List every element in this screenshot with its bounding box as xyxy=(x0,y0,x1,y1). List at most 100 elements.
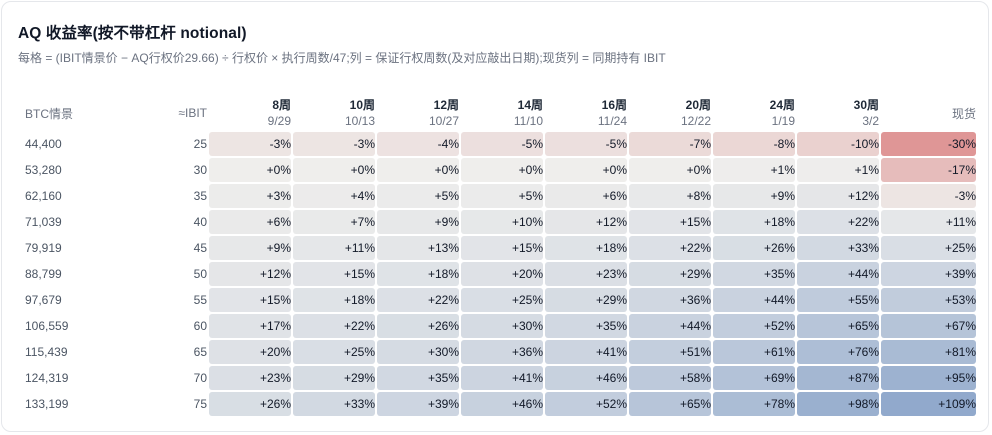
return-cell: +36% xyxy=(461,340,543,364)
return-cell: +22% xyxy=(377,288,459,312)
return-cell: +30% xyxy=(377,340,459,364)
return-cell: +44% xyxy=(713,288,795,312)
return-cell: +8% xyxy=(629,184,711,208)
table-row: 53,280 30 +0% +0% +0% +0% +0% +0% +1% +1% -17% xyxy=(25,158,976,182)
return-cell: +69% xyxy=(713,366,795,390)
ibit-price-cell: 65 xyxy=(193,345,207,359)
table-row: 71,039 40 +6% +7% +9% +10% +12% +15% +18% +22% +11… xyxy=(25,210,976,234)
return-cell: +0% xyxy=(545,158,627,182)
return-cell: +35% xyxy=(377,366,459,390)
return-cell: +46% xyxy=(461,392,543,416)
table-row: 124,319 70 +23% +29% +35% +41% +46% +58% +69% +87… xyxy=(25,366,976,390)
return-cell: +39% xyxy=(377,392,459,416)
table-body: 44,400 25 -3% -3% -4% -5% -5% -7% -8% -10% -30% 53,… xyxy=(25,132,976,416)
table-row: 133,199 75 +26% +33% +39% +46% +52% +65% +78% +98… xyxy=(25,392,976,416)
ibit-price-cell: 30 xyxy=(193,163,207,177)
return-cell: +0% xyxy=(629,158,711,182)
return-cell: +18% xyxy=(293,288,375,312)
table-row: 115,439 65 +20% +25% +30% +36% +41% +51% +61% +76… xyxy=(25,340,976,364)
return-cell: +46% xyxy=(545,366,627,390)
table-row: 79,919 45 +9% +11% +13% +15% +18% +22% +26% +33% +… xyxy=(25,236,976,260)
return-cell: +61% xyxy=(713,340,795,364)
return-cell: -5% xyxy=(461,132,543,156)
return-cell: +18% xyxy=(377,262,459,286)
spot-return-cell: -17% xyxy=(881,158,976,182)
return-cell: +18% xyxy=(545,236,627,260)
spot-return-cell: +81% xyxy=(881,340,976,364)
return-cell: +15% xyxy=(293,262,375,286)
return-cell: +35% xyxy=(713,262,795,286)
return-cell: +33% xyxy=(797,236,879,260)
spot-return-cell: +95% xyxy=(881,366,976,390)
return-cell: +22% xyxy=(293,314,375,338)
return-cell: +25% xyxy=(461,288,543,312)
week-date: 1/19 xyxy=(771,113,795,128)
btc-scenario-cell: 133,199 xyxy=(25,397,69,411)
spot-return-cell: +39% xyxy=(881,262,976,286)
week-date: 10/13 xyxy=(344,113,375,128)
week-date: 11/10 xyxy=(513,113,543,128)
return-cell: +23% xyxy=(209,366,291,390)
return-cell: -3% xyxy=(209,132,291,156)
spot-return-cell: +11% xyxy=(881,210,976,234)
return-cell: +26% xyxy=(377,314,459,338)
returns-table: BTC情景 ≈IBIT 8周 9/29 10周 10/13 12周 10/27 14周… xyxy=(23,94,978,418)
header-week-col: 20周 12/22 xyxy=(629,96,711,130)
table-row: 97,679 55 +15% +18% +22% +25% +29% +36% +44% +55%… xyxy=(25,288,976,312)
return-cell: +0% xyxy=(293,158,375,182)
week-label: 12周 xyxy=(433,97,459,112)
return-cell: -3% xyxy=(293,132,375,156)
return-cell: +33% xyxy=(293,392,375,416)
return-cell: -10% xyxy=(797,132,879,156)
spot-return-cell: -30% xyxy=(881,132,976,156)
header-week-col: 16周 11/24 xyxy=(545,96,627,130)
return-cell: +36% xyxy=(629,288,711,312)
week-date: 10/27 xyxy=(428,113,459,128)
return-cell: +9% xyxy=(209,236,291,260)
return-cell: +0% xyxy=(461,158,543,182)
return-cell: +55% xyxy=(797,288,879,312)
btc-scenario-cell: 53,280 xyxy=(25,163,62,177)
return-cell: +41% xyxy=(545,340,627,364)
ibit-price-cell: 35 xyxy=(193,189,207,203)
return-cell: +9% xyxy=(713,184,795,208)
ibit-price-cell: 50 xyxy=(193,267,207,281)
return-cell: +6% xyxy=(545,184,627,208)
btc-scenario-cell: 88,799 xyxy=(25,267,62,281)
return-cell: +15% xyxy=(209,288,291,312)
btc-scenario-cell: 62,160 xyxy=(25,189,62,203)
week-label: 14周 xyxy=(517,97,543,112)
ibit-price-cell: 25 xyxy=(193,137,207,151)
btc-scenario-cell: 79,919 xyxy=(25,241,62,255)
return-cell: +65% xyxy=(629,392,711,416)
table-row: 106,559 60 +17% +22% +26% +30% +35% +44% +52% +65… xyxy=(25,314,976,338)
return-cell: +1% xyxy=(713,158,795,182)
return-cell: +78% xyxy=(713,392,795,416)
return-cell: +15% xyxy=(461,236,543,260)
header-week-col: 14周 11/10 xyxy=(461,96,543,130)
return-cell: +29% xyxy=(629,262,711,286)
table-row: 88,799 50 +12% +15% +18% +20% +23% +29% +35% +44%… xyxy=(25,262,976,286)
return-cell: +20% xyxy=(209,340,291,364)
ibit-price-cell: 75 xyxy=(193,397,207,411)
week-label: 16周 xyxy=(601,97,627,112)
return-cell: +44% xyxy=(797,262,879,286)
header-week-col: 12周 10/27 xyxy=(377,96,459,130)
return-cell: +58% xyxy=(629,366,711,390)
return-cell: +41% xyxy=(461,366,543,390)
week-label: 10周 xyxy=(349,97,375,112)
week-date: 12/22 xyxy=(680,113,711,128)
return-cell: +18% xyxy=(713,210,795,234)
return-cell: +52% xyxy=(545,392,627,416)
return-cell: +26% xyxy=(209,392,291,416)
header-spot: 现货 xyxy=(951,106,976,121)
return-cell: +12% xyxy=(545,210,627,234)
return-cell: +22% xyxy=(797,210,879,234)
return-cell: +65% xyxy=(797,314,879,338)
table-row: 44,400 25 -3% -3% -4% -5% -5% -7% -8% -10% -30% xyxy=(25,132,976,156)
return-cell: +12% xyxy=(797,184,879,208)
header-week-col: 24周 1/19 xyxy=(713,96,795,130)
return-cell: -4% xyxy=(377,132,459,156)
return-cell: +10% xyxy=(461,210,543,234)
